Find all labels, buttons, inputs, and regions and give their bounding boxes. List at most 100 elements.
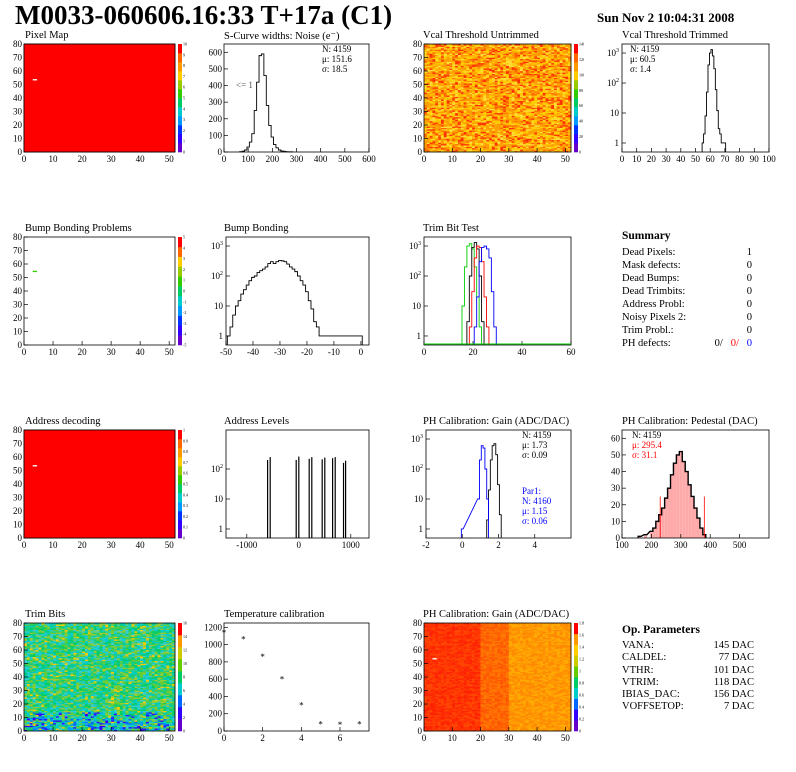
- heatmap-cell: [480, 77, 484, 80]
- heatmap-cell: [472, 54, 476, 57]
- heatmap-cell: [491, 147, 495, 150]
- heatmap-cell: [438, 79, 442, 81]
- heatmap-cell: [539, 66, 543, 69]
- heatmap-cell: [24, 670, 28, 672]
- heatmap-cell: [426, 111, 430, 114]
- heatmap-cell: [517, 107, 521, 110]
- stats-text: μ: 1.73: [522, 440, 548, 450]
- heatmap-cell: [446, 134, 450, 137]
- heatmap-cell: [424, 131, 428, 134]
- heatmap-cell: [542, 146, 546, 149]
- heatmap-cell: [426, 75, 430, 77]
- heatmap-cell: [511, 71, 515, 73]
- heatmap-cell: [480, 49, 484, 51]
- heatmap-cell: [446, 68, 450, 70]
- heatmap-cell: [511, 53, 515, 56]
- heatmap-cell: [489, 53, 493, 56]
- heatmap-cell: [29, 625, 33, 628]
- y-tick-label: 1: [417, 331, 422, 341]
- heatmap-cell: [489, 137, 493, 139]
- heatmap-cell: [440, 108, 445, 111]
- heatmap-cell: [486, 49, 490, 51]
- heatmap-cell: [426, 52, 430, 54]
- heatmap-cell: [514, 66, 518, 69]
- heatmap-cell: [500, 93, 504, 96]
- heatmap-cell: [531, 83, 535, 85]
- heatmap-cell: [480, 127, 484, 130]
- heatmap-cell: [440, 131, 445, 134]
- x-tick-label: 80: [735, 154, 745, 162]
- heatmap-cell: [556, 115, 560, 118]
- heatmap-cell: [508, 81, 512, 84]
- heatmap-cell: [457, 65, 461, 68]
- heatmap-cell: [438, 129, 442, 131]
- heatmap-cell: [452, 71, 456, 73]
- heatmap-cell: [24, 625, 28, 628]
- heatmap-cell: [435, 80, 439, 83]
- heatmap-cell: [537, 76, 541, 78]
- heatmap-cell: [469, 95, 473, 97]
- heatmap-cell: [505, 77, 510, 80]
- heatmap-cell: [539, 111, 543, 114]
- heatmap-cell: [505, 80, 510, 83]
- heatmap-cell: [29, 681, 33, 683]
- heatmap-cell: [474, 79, 478, 81]
- heatmap-cell: [477, 89, 481, 92]
- heatmap-cell: [491, 127, 495, 130]
- heatmap-cell: [508, 135, 512, 138]
- heatmap-cell: [491, 135, 495, 138]
- heatmap-cell: [455, 69, 459, 72]
- heatmap-cell: [35, 699, 39, 702]
- address-decoding-panel: 0 10 20 30 40 500102030405060708000.10.20.30.…: [13, 426, 188, 548]
- heatmap-cell: [565, 119, 569, 122]
- heatmap-cell: [463, 69, 467, 72]
- heatmap-cell: [452, 115, 456, 118]
- heatmap-cell: [474, 95, 478, 97]
- heatmap-cell: [452, 58, 456, 61]
- heatmap-cell: [460, 127, 464, 130]
- heatmap-cell: [460, 103, 464, 105]
- heatmap-cell: [525, 75, 529, 77]
- heatmap-cell: [545, 135, 549, 138]
- heatmap-cell: [474, 146, 478, 149]
- heatmap-cell: [477, 61, 481, 64]
- x-tick-label: 20: [78, 154, 88, 162]
- heatmap-cell: [551, 87, 555, 89]
- heatmap-cell: [474, 83, 478, 85]
- heatmap-cell: [426, 142, 430, 145]
- heatmap-cell: [29, 720, 33, 722]
- heatmap-cell: [483, 49, 487, 51]
- heatmap-cell: [511, 108, 515, 111]
- heatmap-cell: [539, 139, 543, 142]
- heatmap-cell: [463, 131, 467, 134]
- heatmap-cell: [568, 127, 572, 130]
- heatmap-cell: [452, 66, 456, 69]
- heatmap-cell: [24, 722, 28, 725]
- heatmap-cell: [554, 131, 558, 134]
- heatmap-cell: [449, 49, 453, 51]
- heatmap-cell: [483, 141, 487, 143]
- heatmap-cell: [472, 118, 476, 120]
- heatmap-cell: [565, 131, 569, 134]
- heatmap-cell: [520, 49, 524, 51]
- heatmap-cell: [539, 135, 543, 138]
- heatmap-cell: [26, 628, 31, 630]
- heatmap-cell: [483, 71, 487, 73]
- heatmap-cell: [472, 62, 476, 65]
- heatmap-cell: [477, 56, 481, 58]
- y-tick-label: 40: [611, 467, 621, 477]
- heatmap-cell: [522, 49, 527, 51]
- colorbar-segment: [178, 493, 182, 503]
- heatmap-cell: [26, 651, 31, 653]
- heatmap-cell: [525, 56, 529, 58]
- heatmap-cell: [539, 72, 543, 74]
- heatmap-cell: [438, 85, 442, 88]
- heatmap-cell: [508, 107, 512, 110]
- heatmap-cell: [497, 111, 501, 114]
- heatmap-cell: [443, 96, 447, 99]
- heatmap-cell: [443, 73, 447, 76]
- heatmap-cell: [477, 64, 481, 66]
- heatmap-cell: [551, 73, 555, 76]
- heatmap-cell: [460, 106, 464, 108]
- heatmap-cell: [432, 125, 436, 127]
